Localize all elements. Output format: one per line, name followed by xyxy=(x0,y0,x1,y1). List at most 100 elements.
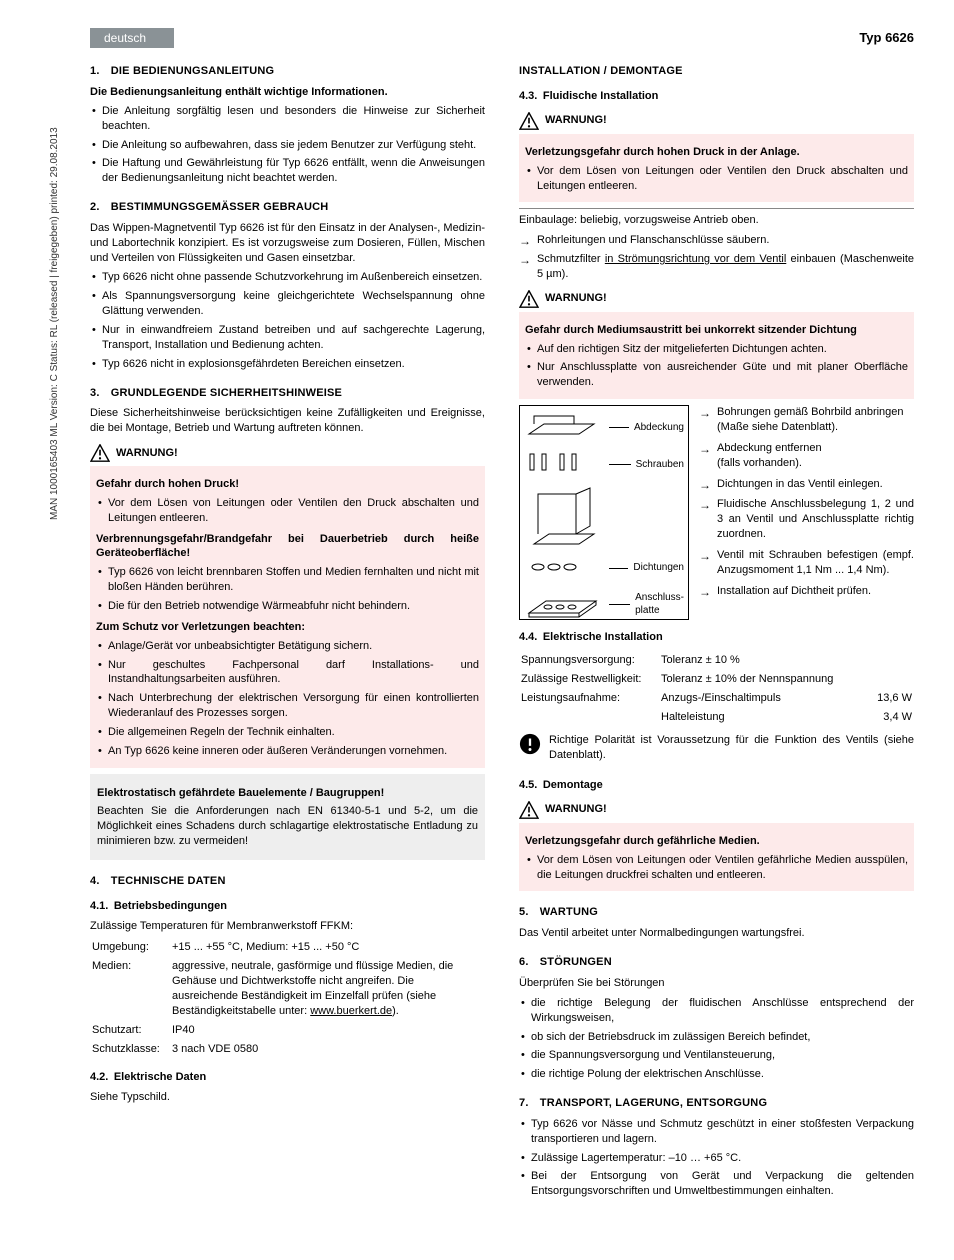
section-43-title: 4.3. Fluidische Installation xyxy=(519,89,914,104)
warning-title: Verbrennungsgefahr/Brandgefahr bei Dauer… xyxy=(96,532,479,562)
note-text: Richtige Polarität ist Voraussetzung für… xyxy=(549,733,914,763)
section-6-title: 6. STÖRUNGEN xyxy=(519,955,914,970)
section-2-title: 2. BESTIMMUNGSGEMÄSSER GEBRAUCH xyxy=(90,200,485,215)
warning-label: WARNUNG! xyxy=(545,802,607,817)
section-45-title: 4.5. Demontage xyxy=(519,778,914,793)
warning-icon xyxy=(519,290,539,308)
warning-box: Verletzungsgefahr durch hohen Druck in d… xyxy=(519,134,914,203)
value: 13,6 W xyxy=(870,690,912,707)
value: IP40 xyxy=(172,1023,483,1040)
value: Halteleistung xyxy=(661,709,868,726)
section-1-title: 1. DIE BEDIENUNGSANLEITUNG xyxy=(90,64,485,79)
list-item: Als Spannungsversorgung keine gleichgeri… xyxy=(90,289,485,319)
info-icon xyxy=(519,733,541,755)
side-meta-text: MAN 1000165403 ML Version: C Status: RL … xyxy=(48,127,62,520)
list-item: Anlage/Gerät vor unbeabsichtigter Betäti… xyxy=(96,639,479,654)
list-item: Nur Anschlussplatte von ausreichender Gü… xyxy=(525,360,908,390)
value: Toleranz ± 10% der Nennspannung xyxy=(661,671,912,688)
list-item: Die allgemeinen Regeln der Technik einha… xyxy=(96,725,479,740)
list-item: Schmutzfilter in Strömungsrichtung vor d… xyxy=(519,252,914,282)
list-item: Fluidische Anschlussbelegung 1, 2 und 3 … xyxy=(699,497,914,542)
list-item: Bei der Entsorgung von Gerät und Verpack… xyxy=(519,1169,914,1199)
warning-title: Verletzungsgefahr durch gefährliche Medi… xyxy=(525,834,908,849)
warning-label: WARNUNG! xyxy=(545,113,607,128)
section-2-para: Das Wippen-Magnetventil Typ 6626 ist für… xyxy=(90,221,485,266)
electrical-table: Spannungsversorgung:Toleranz ± 10 % Zulä… xyxy=(519,650,914,727)
section-42-title: 4.2. Elektrische Daten xyxy=(90,1070,485,1085)
section-2-list: Typ 6626 nicht ohne passende Schutzvorke… xyxy=(90,270,485,371)
esd-box: Elektrostatisch gefährdete Bauelemente /… xyxy=(90,774,485,860)
section-44-title: 4.4. Elektrische Installation xyxy=(519,630,914,645)
warning-box: Verletzungsgefahr durch gefährliche Medi… xyxy=(519,823,914,892)
einbaulage-text: Einbaulage: beliebig, vorzugsweise Antri… xyxy=(519,213,914,228)
warning-box: Gefahr durch Mediumsaustritt bei unkorre… xyxy=(519,312,914,399)
left-column: 1. DIE BEDIENUNGSANLEITUNG Die Bedienung… xyxy=(90,60,485,1203)
assembly-diagram: Abdeckung Schrauben x Dichtungen Anschlu… xyxy=(519,405,914,620)
value: Anzugs-/Einschaltimpuls xyxy=(661,690,868,707)
list-item: Abdeckung entfernen (falls vorhanden). xyxy=(699,441,914,471)
list-item: Typ 6626 vor Nässe und Schmutz geschützt… xyxy=(519,1117,914,1147)
warning-header: WARNUNG! xyxy=(519,112,914,130)
language-tab: deutsch xyxy=(90,28,174,48)
label: Zulässige Restwelligkeit: xyxy=(521,671,659,688)
warning-icon xyxy=(519,801,539,819)
section-1-list: Die Anleitung sorgfältig lesen und beson… xyxy=(90,104,485,186)
warning-icon xyxy=(90,444,110,462)
section-3-title: 3. GRUNDLEGENDE SICHERHEITSHINWEISE xyxy=(90,386,485,401)
list-item: Die Anleitung sorgfältig lesen und beson… xyxy=(90,104,485,134)
list-item: An Typ 6626 keine inneren oder äußeren V… xyxy=(96,744,479,759)
warning-header: WARNUNG! xyxy=(519,290,914,308)
list-item: Vor dem Lösen von Leitungen oder Ventile… xyxy=(525,853,908,883)
label: Schutzklasse: xyxy=(92,1042,170,1059)
value: +15 ... +55 °C, Medium: +15 ... +50 °C xyxy=(172,940,483,957)
buerkert-link[interactable]: www.buerkert.de xyxy=(310,1005,392,1017)
label: Spannungsversorgung: xyxy=(521,652,659,669)
warning-title: Zum Schutz vor Verletzungen beachten: xyxy=(96,620,479,635)
list-item: die richtige Polung der elektrischen Ans… xyxy=(519,1067,914,1082)
section-6-list: die richtige Belegung der fluidischen An… xyxy=(519,996,914,1082)
install-steps: Rohrleitungen und Flanschanschlüsse säub… xyxy=(519,233,914,282)
section-41-title: 4.1. Betriebsbedingungen xyxy=(90,899,485,914)
list-item: Nur geschultes Fachpersonal darf Install… xyxy=(96,658,479,688)
list-item: Installation auf Dichtheit prüfen. xyxy=(699,584,914,599)
section-5-text: Das Ventil arbeitet unter Normalbedingun… xyxy=(519,926,914,941)
section-4-title: 4. TECHNISCHE DATEN xyxy=(90,874,485,889)
value: 3,4 W xyxy=(870,709,912,726)
list-item: Typ 6626 nicht in explosionsgefährdeten … xyxy=(90,357,485,372)
list-item: Nur in einwandfreiem Zustand betreiben u… xyxy=(90,323,485,353)
section-42-text: Siehe Typschild. xyxy=(90,1090,485,1105)
warning-title: Gefahr durch Mediumsaustritt bei unkorre… xyxy=(525,323,908,338)
list-item: Ventil mit Schrauben befestigen (empf. A… xyxy=(699,548,914,578)
operating-conditions-table: Umgebung: +15 ... +55 °C, Medium: +15 ..… xyxy=(90,938,485,1060)
warning-box: Gefahr durch hohen Druck! Vor dem Lösen … xyxy=(90,466,485,768)
list-item: die Spannungsversorgung und Ventilansteu… xyxy=(519,1048,914,1063)
warning-label: WARNUNG! xyxy=(545,291,607,306)
diagram-steps: Bohrungen gemäß Bohrbild anbringen (Maße… xyxy=(699,405,914,604)
page-header: deutsch Typ 6626 xyxy=(90,28,914,48)
section-6-lead: Überprüfen Sie bei Störungen xyxy=(519,976,914,991)
list-item: Dichtungen in das Ventil einlegen. xyxy=(699,477,914,492)
list-item: Typ 6626 nicht ohne passende Schutzvorke… xyxy=(90,270,485,285)
label: Medien: xyxy=(92,959,170,1020)
divider xyxy=(519,208,914,209)
warning-label: WARNUNG! xyxy=(116,446,178,461)
list-item: die richtige Belegung der fluidischen An… xyxy=(519,996,914,1026)
section-3-para: Diese Sicherheitshinweise berücksichtige… xyxy=(90,406,485,436)
right-column: INSTALLATION / DEMONTAGE 4.3. Fluidische… xyxy=(519,60,914,1203)
value: 3 nach VDE 0580 xyxy=(172,1042,483,1059)
list-item: Die Anleitung so aufbewahren, dass sie j… xyxy=(90,138,485,153)
diagram-image: Abdeckung Schrauben x Dichtungen Anschlu… xyxy=(519,405,689,620)
warning-header: WARNUNG! xyxy=(519,801,914,819)
type-label: Typ 6626 xyxy=(859,29,914,47)
list-item: Die Haftung und Gewährleistung für Typ 6… xyxy=(90,156,485,186)
value: aggressive, neutrale, gasförmige und flü… xyxy=(172,959,483,1020)
section-7-title: 7. TRANSPORT, LAGERUNG, ENTSORGUNG xyxy=(519,1096,914,1111)
list-item: Bohrungen gemäß Bohrbild anbringen (Maße… xyxy=(699,405,914,435)
label: Leistungsaufnahme: xyxy=(521,690,659,707)
section-1-lead: Die Bedienungsanleitung enthält wichtige… xyxy=(90,85,485,100)
value: Toleranz ± 10 % xyxy=(661,652,912,669)
list-item: ob sich der Betriebsdruck im zulässigen … xyxy=(519,1030,914,1045)
warning-header: WARNUNG! xyxy=(90,444,485,462)
warning-icon xyxy=(519,112,539,130)
esd-text: Beachten Sie die Anforderungen nach EN 6… xyxy=(97,804,478,849)
